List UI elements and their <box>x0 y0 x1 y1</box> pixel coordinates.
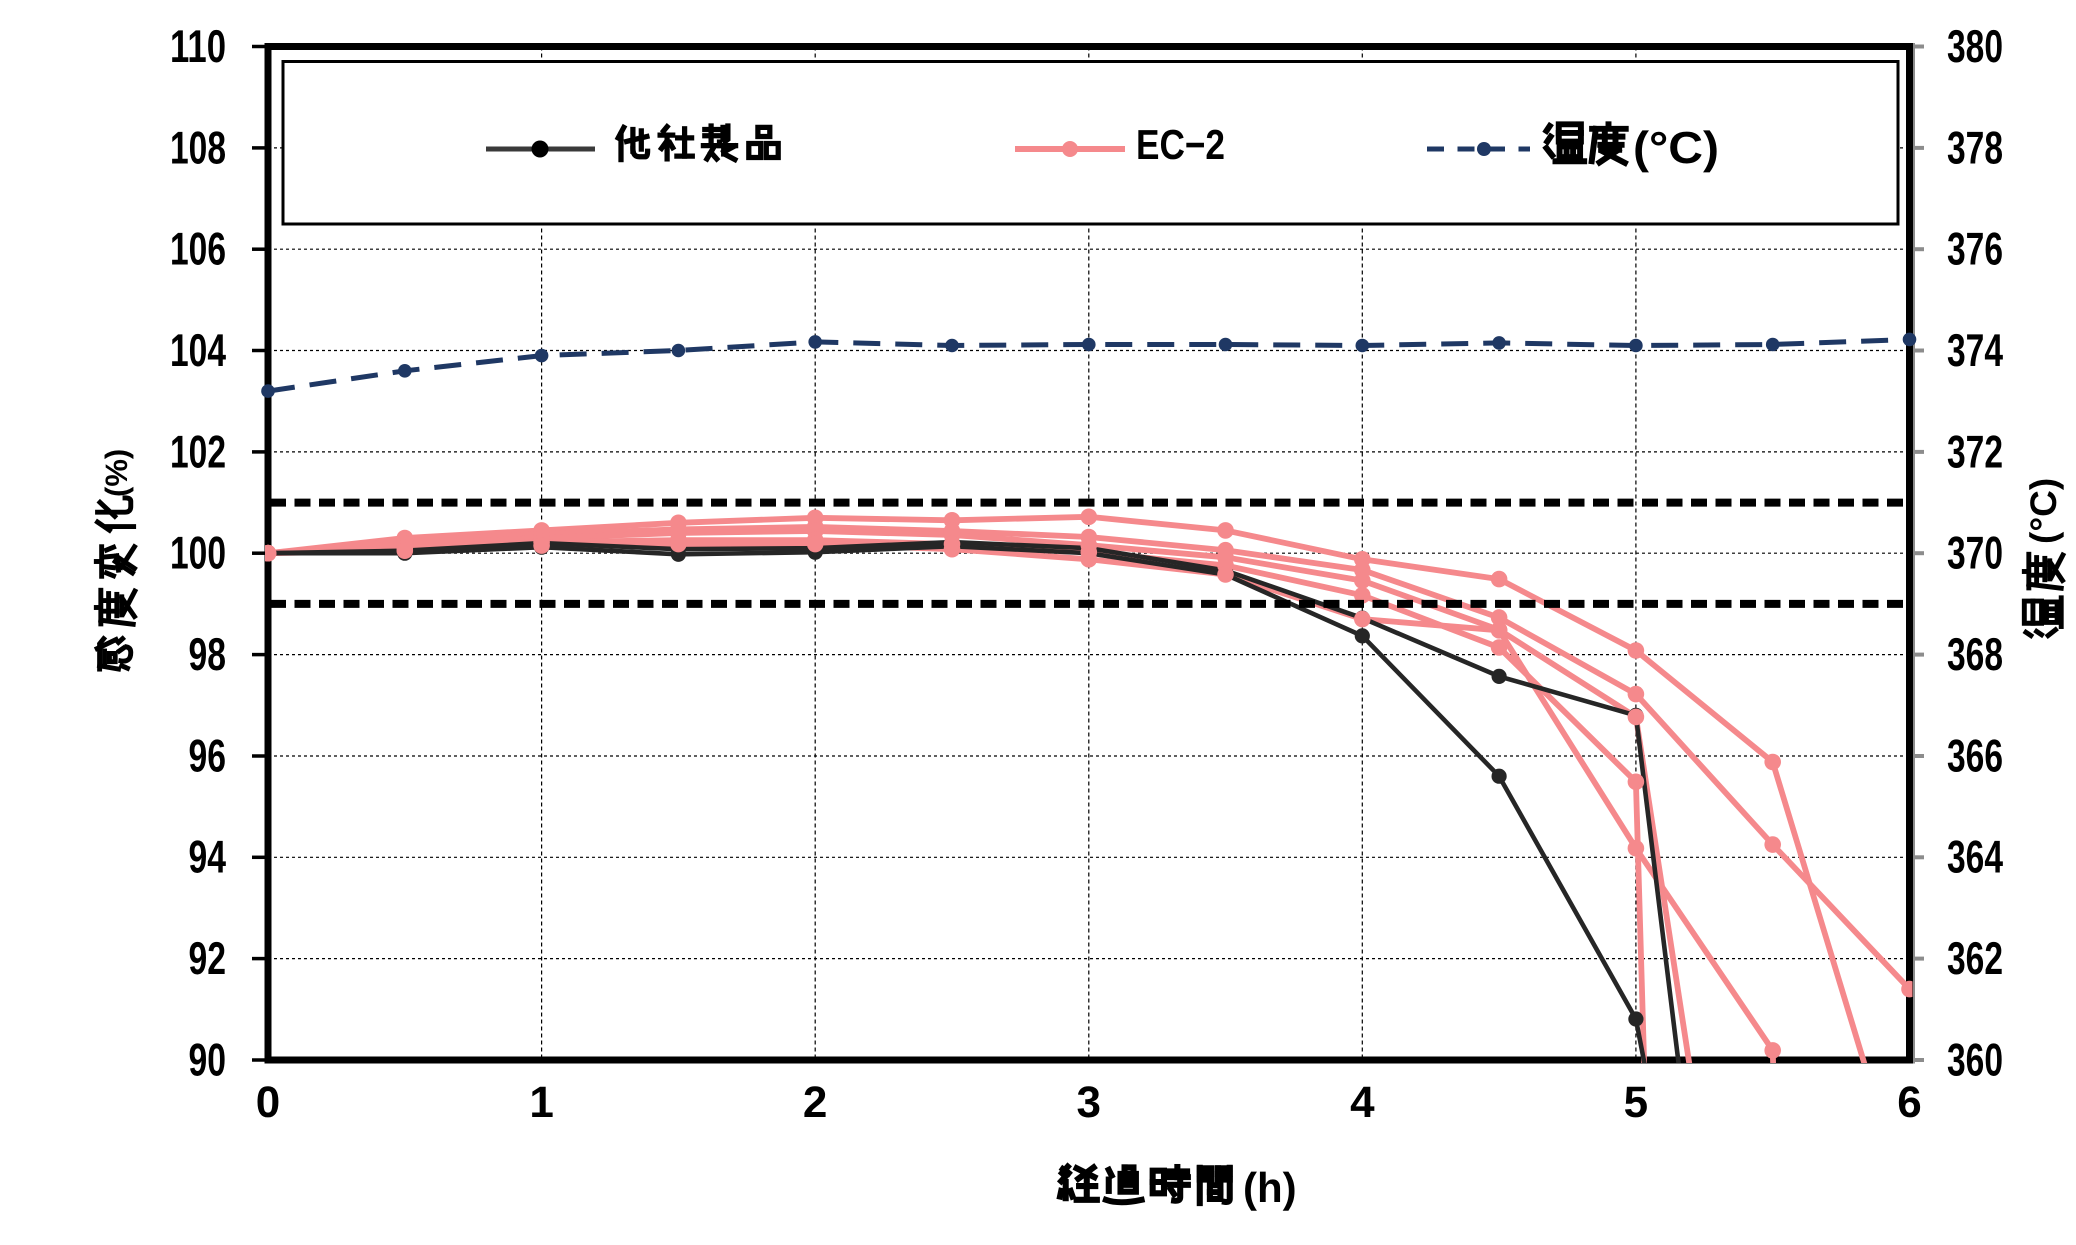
svg-text:4: 4 <box>1350 1078 1375 1127</box>
svg-text:2: 2 <box>803 1078 827 1127</box>
svg-text:364: 364 <box>1947 831 2003 883</box>
svg-text:376: 376 <box>1947 223 2003 275</box>
svg-text:(%): (%) <box>99 449 134 497</box>
svg-text:362: 362 <box>1947 932 2003 984</box>
svg-text:366: 366 <box>1947 729 2003 781</box>
svg-text:90: 90 <box>189 1033 227 1085</box>
svg-text:92: 92 <box>189 932 227 984</box>
svg-text:(°C): (°C) <box>2023 478 2064 544</box>
svg-text:96: 96 <box>189 729 227 781</box>
svg-text:5: 5 <box>1624 1078 1648 1127</box>
svg-text:(°C): (°C) <box>1633 122 1719 173</box>
svg-text:1: 1 <box>529 1078 553 1127</box>
svg-text:102: 102 <box>170 425 226 477</box>
svg-text:104: 104 <box>170 324 226 376</box>
svg-text:360: 360 <box>1947 1033 2003 1085</box>
svg-text:94: 94 <box>189 831 227 883</box>
svg-text:110: 110 <box>170 20 226 72</box>
svg-text:370: 370 <box>1947 527 2003 579</box>
svg-text:380: 380 <box>1947 20 2003 72</box>
svg-text:6: 6 <box>1897 1078 1921 1127</box>
svg-text:372: 372 <box>1947 425 2003 477</box>
svg-text:378: 378 <box>1947 121 2003 173</box>
svg-text:368: 368 <box>1947 628 2003 680</box>
svg-text:98: 98 <box>189 628 227 680</box>
svg-text:106: 106 <box>170 223 226 275</box>
svg-text:0: 0 <box>256 1078 280 1127</box>
svg-text:3: 3 <box>1077 1078 1101 1127</box>
svg-text:EC−2: EC−2 <box>1136 121 1225 168</box>
svg-text:374: 374 <box>1947 324 2003 376</box>
svg-text:108: 108 <box>170 121 226 173</box>
svg-text:(h): (h) <box>1243 1164 1297 1211</box>
svg-text:100: 100 <box>170 527 226 579</box>
